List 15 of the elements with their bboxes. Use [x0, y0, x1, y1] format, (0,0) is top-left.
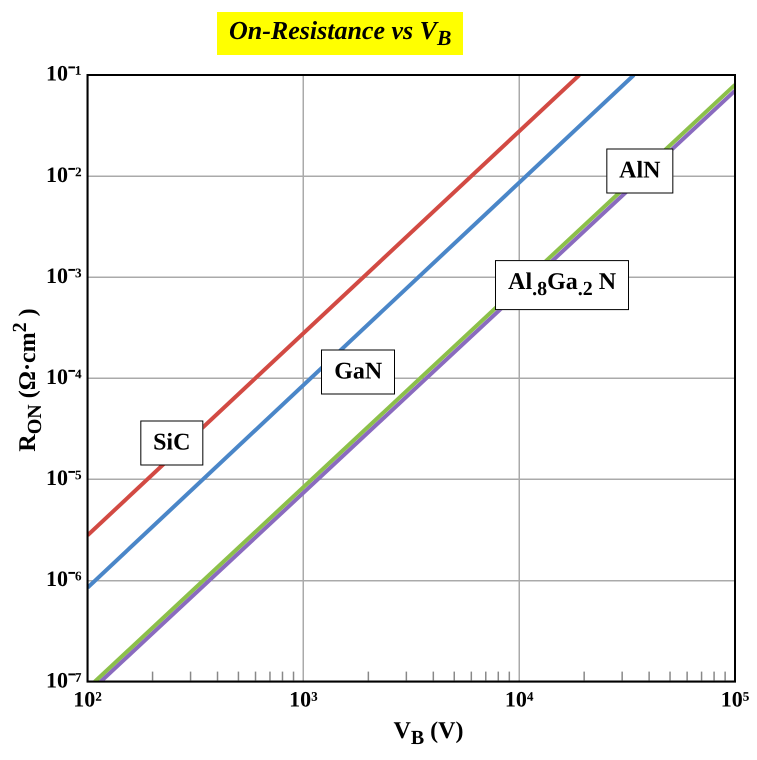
- y-tick-label: 10⁻³: [46, 262, 82, 288]
- y-tick-label: 10⁻¹: [46, 60, 82, 86]
- y-tick-label: 10⁻⁶: [46, 566, 82, 592]
- x-tick-label: 10⁴: [504, 686, 534, 712]
- chart-title: On-Resistance vs V$_{B}$: [217, 12, 464, 56]
- y-tick-label: 10⁻²: [46, 162, 82, 187]
- series-label: GaN: [321, 350, 396, 395]
- y-tick-label: 10⁻⁴: [46, 364, 82, 389]
- series-label: Al$_{.8}$Ga$_{.2}$ N: [495, 260, 630, 310]
- x-tick-label: 10⁵: [720, 686, 750, 712]
- y-tick-label: 10⁻⁵: [46, 465, 82, 490]
- x-axis-title: V$_{B}$ (V): [392, 718, 464, 750]
- x-tick-label: 10³: [289, 686, 318, 712]
- series-label: SiC: [140, 420, 204, 466]
- series-label: AlN: [606, 148, 674, 194]
